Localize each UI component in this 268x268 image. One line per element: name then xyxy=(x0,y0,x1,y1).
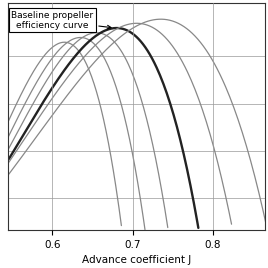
X-axis label: Advance coefficient J: Advance coefficient J xyxy=(82,255,191,265)
Text: Baseline propeller
efficiency curve: Baseline propeller efficiency curve xyxy=(11,11,111,30)
